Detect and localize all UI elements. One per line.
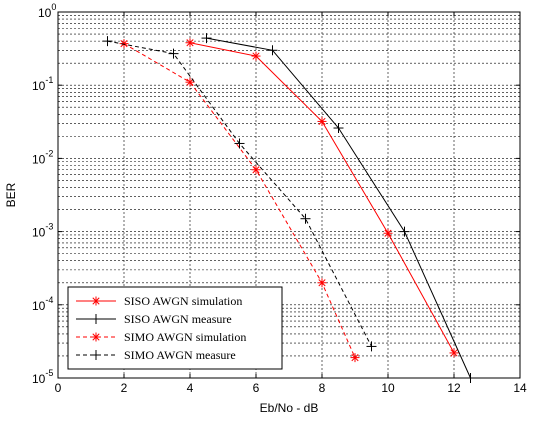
x-tick-label: 6 xyxy=(253,381,260,395)
data-point-plus xyxy=(333,123,344,134)
plot-frame xyxy=(57,11,521,379)
data-point-star xyxy=(251,165,261,175)
axis-ticks: 0 2 4 6 8 10 12 14 100 10-1 10-2 10-3 10-4 10-5 xyxy=(32,2,527,395)
data-point-star xyxy=(119,39,129,49)
y-tick-label: 10-1 xyxy=(32,75,53,93)
data-point-plus xyxy=(234,138,245,149)
data-point-plus xyxy=(399,226,410,237)
x-tick-label: 10 xyxy=(381,381,395,395)
legend-entry-label: SISO AWGN simulation xyxy=(124,294,242,308)
data-point-plus xyxy=(300,213,311,224)
legend-entry-label: SIMO AWGN simulation xyxy=(124,330,246,344)
legend: SISO AWGN simulation SISO AWGN measure SIM… xyxy=(67,286,283,370)
data-point-star xyxy=(251,51,261,61)
x-tick-label: 2 xyxy=(121,381,128,395)
data-point-plus xyxy=(267,45,278,56)
series-line-3 xyxy=(123,43,356,358)
data-point-plus xyxy=(102,36,113,47)
data-point-plus xyxy=(366,341,377,352)
data-point-plus xyxy=(168,48,179,59)
data-point-star xyxy=(317,116,327,126)
legend-entry-label: SIMO AWGN measure xyxy=(124,348,236,362)
y-tick-label: 10-3 xyxy=(32,222,53,240)
legend-entry-label: SISO AWGN measure xyxy=(124,312,232,326)
y-axis-label: BER xyxy=(4,182,18,207)
legend-marker-plus xyxy=(91,350,101,360)
x-tick-label: 4 xyxy=(187,381,194,395)
data-point-star xyxy=(185,77,195,87)
legend-marker-star xyxy=(91,332,101,342)
data-point-star xyxy=(383,228,393,238)
data-point-star xyxy=(185,38,195,48)
x-axis-label: Eb/No - dB xyxy=(260,401,319,415)
series-group xyxy=(102,33,476,383)
y-tick-label: 10-5 xyxy=(32,368,53,386)
legend-marker-plus xyxy=(91,314,101,324)
data-point-star xyxy=(449,348,459,358)
x-tick-label: 0 xyxy=(55,381,62,395)
data-point-plus xyxy=(201,33,212,44)
y-tick-label: 10-4 xyxy=(32,295,53,313)
x-tick-label: 12 xyxy=(447,381,461,395)
legend-marker-star xyxy=(91,296,101,306)
data-point-star xyxy=(350,353,360,363)
data-point-star xyxy=(317,278,327,288)
y-tick-label: 10-2 xyxy=(32,148,53,166)
x-tick-label: 8 xyxy=(319,381,326,395)
y-tick-label: 100 xyxy=(38,2,56,20)
x-tick-label: 14 xyxy=(513,381,527,395)
